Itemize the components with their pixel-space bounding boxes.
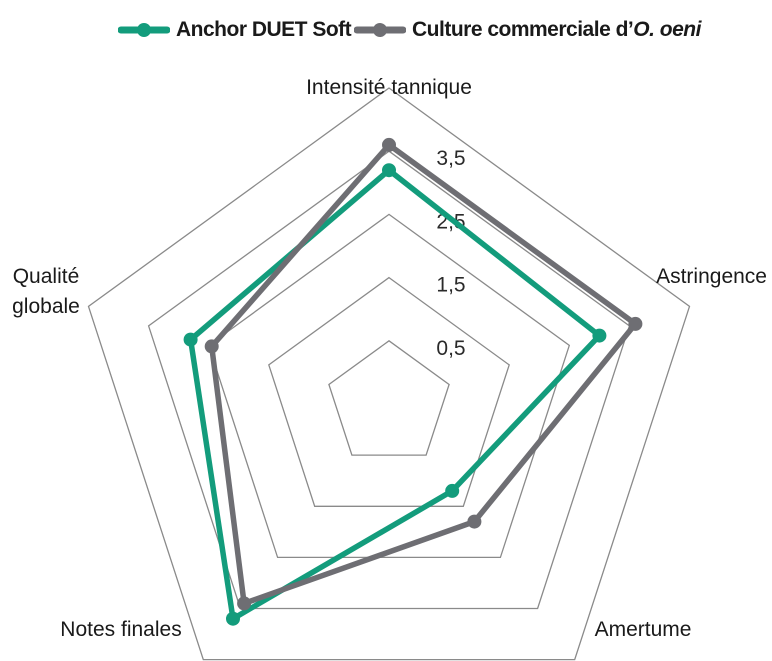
series-point-1 xyxy=(382,137,396,152)
series-point-0 xyxy=(226,611,240,626)
ring-label: 1,5 xyxy=(436,274,465,297)
series-point-1 xyxy=(628,316,643,331)
series-layer xyxy=(183,137,643,626)
series-point-1 xyxy=(237,596,252,611)
legend-label-culture-prefix: Culture commerciale d’ xyxy=(412,18,634,41)
grid-ring xyxy=(207,213,571,559)
radar-grid xyxy=(87,87,691,661)
legend-item-culture: Culture commerciale d’O. oeni xyxy=(354,12,701,48)
axis-label: Amertume xyxy=(595,618,692,641)
legend-marker-culture xyxy=(354,23,406,37)
series-point-1 xyxy=(467,514,482,529)
series-point-1 xyxy=(204,339,219,354)
legend-label-culture-italic: O. oeni xyxy=(633,18,701,41)
axis-label: Astringence xyxy=(656,265,767,288)
ring-label: 0,5 xyxy=(436,337,465,360)
legend-label-culture: Culture commerciale d’O. oeni xyxy=(412,18,701,42)
legend-label-anchor: Anchor DUET Soft xyxy=(176,18,352,41)
grid-outer-frame xyxy=(87,87,691,661)
series-point-0 xyxy=(592,328,607,343)
series-point-0 xyxy=(382,163,396,178)
series-point-0 xyxy=(445,483,460,498)
ring-label: 3,5 xyxy=(436,147,465,170)
legend-item-anchor: Anchor DUET Soft xyxy=(118,12,352,48)
series-line-0 xyxy=(187,167,603,622)
grid-ring xyxy=(147,150,631,610)
axis-label: Notes finales xyxy=(60,618,181,641)
ring-labels: 0,51,52,53,5 xyxy=(436,147,465,360)
axis-label: Intensité tannique xyxy=(306,76,472,99)
axis-labels: Intensité tannique Astringence Amertume Not… xyxy=(12,76,767,641)
series-point-0 xyxy=(183,332,198,347)
legend: Anchor DUET Soft Culture commerciale d’O… xyxy=(0,12,772,48)
legend-marker-anchor xyxy=(118,23,170,37)
grid-ring xyxy=(268,276,510,507)
series-line-1 xyxy=(208,142,639,607)
grid-ring xyxy=(328,339,450,456)
axis-label: Qualité globale xyxy=(12,265,80,318)
